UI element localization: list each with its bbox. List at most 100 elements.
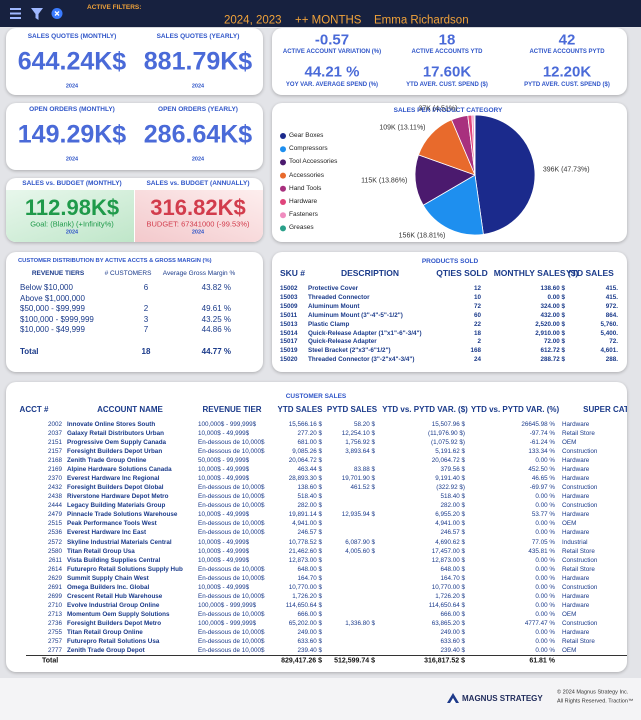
column-header: PYTD SALES bbox=[326, 405, 378, 414]
column-header: REVENUE TIERS bbox=[31, 269, 85, 277]
filter-icon[interactable] bbox=[31, 8, 43, 20]
slice-label: 115K (13.86%) bbox=[361, 177, 408, 185]
table-cell: 77.05 % bbox=[531, 538, 555, 546]
kpi-value: 316.82K$ bbox=[150, 195, 246, 220]
table-cell: 19,891.14 $ bbox=[288, 511, 322, 519]
slice-label: 37K (4.51%) bbox=[418, 105, 458, 113]
table-cell: 2572 bbox=[47, 538, 62, 546]
table-cell: Zenith Trade Group Depot bbox=[67, 646, 145, 654]
row-label: $10,000 - $49,999 bbox=[20, 325, 85, 335]
table-cell: 10,000$ - 49,999$ bbox=[198, 511, 250, 519]
table-cell: 4777.47 % bbox=[524, 619, 555, 627]
table-cell: 50,000$ - 99,999$ bbox=[198, 457, 250, 465]
slice-label: 396K (47.73%) bbox=[542, 166, 590, 174]
kpi-year: 2024 bbox=[65, 156, 79, 163]
brand-logo bbox=[447, 693, 459, 703]
column-header: YTD vs. PYTD VAR. ($) bbox=[382, 405, 468, 414]
table-cell: Legacy Building Materials Group bbox=[67, 502, 166, 510]
table-cell: 10,770.00 $ bbox=[431, 583, 465, 591]
table-cell: Hardware bbox=[562, 420, 590, 428]
table-cell: 461.52 $ bbox=[350, 484, 375, 492]
table-cell: 72. bbox=[609, 338, 618, 346]
table-cell: 2614 bbox=[47, 565, 62, 573]
table-cell: Hardware bbox=[562, 601, 590, 609]
table-cell: Galaxy Retail Distributors Urban bbox=[67, 429, 164, 437]
table-title: CUSTOMER DISTRIBUTION BY ACTIVE ACCTS & … bbox=[18, 258, 212, 265]
table-cell: 4,005.60 $ bbox=[345, 547, 375, 555]
table-cell: Progressive Oem Supply Canada bbox=[67, 438, 167, 446]
table-cell: Hardware bbox=[562, 511, 590, 519]
active-filter: ++ MONTHS bbox=[295, 14, 362, 27]
table-cell: -61.24 % bbox=[529, 438, 555, 446]
table-cell: En-dessous de 10,000$ bbox=[198, 438, 265, 446]
row-label: Above $1,000,000 bbox=[20, 293, 85, 303]
table-cell: 972. bbox=[605, 302, 618, 310]
kpi-value: 149.29K$ bbox=[17, 120, 127, 149]
table-cell: 633.60 $ bbox=[440, 637, 465, 645]
table-cell: 19,701.90 $ bbox=[341, 475, 375, 483]
table-cell: 138.60 $ bbox=[297, 484, 322, 492]
table-cell: 4,941.00 $ bbox=[435, 520, 465, 528]
table-cell: 15009 bbox=[280, 302, 298, 310]
table-cell: 648.00 $ bbox=[440, 565, 465, 573]
kpi-label: YTD AVER. CUST. SPEND ($) bbox=[406, 82, 488, 88]
table-cell: Titan Retail Group Online bbox=[67, 628, 143, 636]
table-cell: 3,893.64 $ bbox=[345, 447, 375, 455]
table-cell: 15020 bbox=[280, 356, 298, 364]
active-filter: 2024, 2023 bbox=[224, 14, 282, 27]
table-cell: 17,457.00 $ bbox=[431, 547, 465, 555]
table-cell: 4,941.00 $ bbox=[292, 520, 322, 528]
table-cell: 100,000$ - 999,999$ bbox=[198, 619, 257, 627]
legend-label: Gear Boxes bbox=[289, 131, 324, 139]
table-cell: 72.00 $ bbox=[543, 338, 565, 346]
table-cell: 0.00 % bbox=[535, 574, 555, 582]
table-cell: 83.88 $ bbox=[353, 466, 375, 474]
pie-slice bbox=[422, 174, 484, 236]
row-margin: 43.82 % bbox=[201, 283, 231, 292]
footer-area bbox=[0, 678, 641, 720]
legend-swatch bbox=[280, 159, 286, 166]
table-cell: 6,087.90 $ bbox=[345, 538, 375, 546]
table-cell: Futurepro Retail Solutions Supply Hub bbox=[67, 565, 183, 573]
pie-chart bbox=[280, 114, 536, 236]
table-cell: 10,000$ - 49,999$ bbox=[198, 429, 250, 437]
total-cell: 829,417.26 $ bbox=[281, 657, 322, 665]
table-cell: 2438 bbox=[47, 493, 62, 501]
kpi-year: 2024 bbox=[65, 229, 79, 236]
table-cell: 612.72 $ bbox=[540, 347, 565, 355]
table-cell: 463.44 $ bbox=[297, 466, 322, 474]
budget-band bbox=[135, 190, 263, 242]
kpi-year: 2024 bbox=[191, 229, 205, 236]
table-cell: Skyline Industrial Materials Central bbox=[67, 538, 172, 546]
clear-filter-icon[interactable] bbox=[51, 8, 63, 19]
menu-icon[interactable] bbox=[10, 8, 21, 19]
table-cell: 2151 bbox=[47, 438, 62, 446]
row-margin: 44.77 % bbox=[201, 347, 231, 356]
table-cell: 277.20 $ bbox=[297, 429, 322, 437]
table-cell: En-dessous de 10,000$ bbox=[198, 502, 265, 510]
table-cell: En-dessous de 10,000$ bbox=[198, 565, 265, 573]
slice-label: 109K (13.11%) bbox=[379, 124, 426, 132]
kpi-label: ACTIVE ACCOUNTS YTD bbox=[411, 49, 483, 55]
customer-distribution-card: CUSTOMER DISTRIBUTION BY ACTIVE ACCTS & … bbox=[6, 252, 263, 372]
row-count: 18 bbox=[141, 347, 151, 356]
table-cell: Retail Store bbox=[562, 547, 595, 555]
table-cell: OEM bbox=[562, 438, 577, 446]
table-cell: 12,873.00 $ bbox=[431, 556, 465, 564]
kpi-title: OPEN ORDERS (MONTHLY) bbox=[29, 105, 115, 113]
kpi-title: SALES QUOTES (MONTHLY) bbox=[27, 32, 117, 40]
table-cell: Quick-Release Adapter bbox=[308, 338, 377, 346]
table-cell: 26645.98 % bbox=[521, 420, 555, 428]
column-header: QTIES SOLD bbox=[436, 267, 488, 278]
table-cell: 24 bbox=[473, 356, 481, 364]
sales-quotes-card: SALES QUOTES (MONTHLY) 644.24K$ 2024 SALES … bbox=[6, 28, 263, 95]
table-cell: 648.00 $ bbox=[297, 565, 322, 573]
table-cell: 518.40 $ bbox=[440, 493, 465, 501]
table-cell: 288.72 $ bbox=[540, 356, 565, 364]
table-cell: (322.92 $) bbox=[436, 484, 465, 492]
table-cell: 15014 bbox=[280, 329, 298, 337]
table-cell: 2168 bbox=[47, 457, 62, 465]
table-cell: 22 bbox=[473, 320, 481, 328]
table-cell: 21,462.60 $ bbox=[288, 547, 322, 555]
